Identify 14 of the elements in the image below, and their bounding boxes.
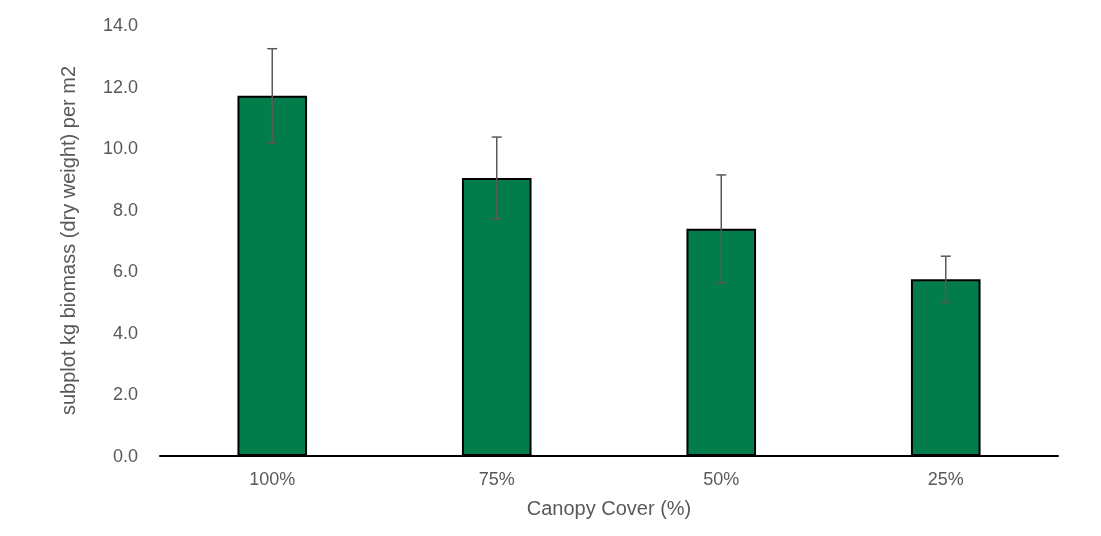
y-tick-label: 8.0 — [112, 199, 138, 220]
y-tick-label: 0.0 — [112, 446, 138, 466]
x-tick-label: 50% — [703, 469, 740, 489]
x-tick-label: 100% — [249, 469, 296, 489]
x-axis-title: Canopy Cover (%) — [526, 497, 692, 519]
y-tick-label: 2.0 — [112, 384, 138, 405]
x-tick-label: 25% — [927, 469, 964, 489]
y-tick-label: 14.0 — [102, 15, 138, 35]
y-tick-label: 12.0 — [102, 76, 138, 97]
y-tick-label: 10.0 — [102, 138, 138, 159]
y-tick-label: 6.0 — [112, 261, 138, 282]
y-tick-label: 4.0 — [112, 322, 138, 343]
x-tick-label: 75% — [478, 469, 515, 489]
y-axis-title: subplot kg biomass (dry weight) per m2 — [57, 65, 79, 416]
